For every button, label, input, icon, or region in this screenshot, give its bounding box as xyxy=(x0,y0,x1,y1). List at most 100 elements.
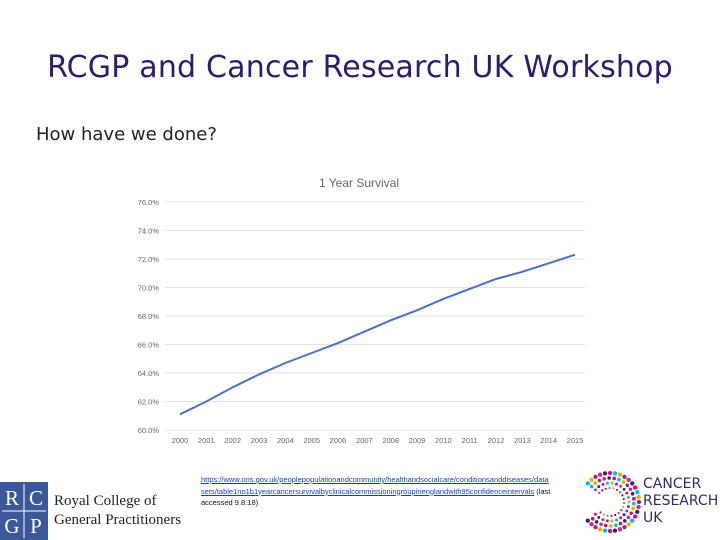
cruk-logo-dot xyxy=(630,518,635,523)
cruk-logo-dot xyxy=(610,514,613,517)
cruk-logo-dot xyxy=(612,476,616,481)
cruk-logo-dot xyxy=(626,515,631,520)
chart-title: 1 Year Survival xyxy=(319,176,399,190)
cruk-logo-dot xyxy=(599,522,603,527)
chart-gridlines xyxy=(165,201,585,431)
series-line-1-year-survival xyxy=(179,253,576,416)
cruk-line-2: RESEARCH xyxy=(643,493,718,509)
x-tick-label: 2001 xyxy=(198,436,215,445)
cruk-logo-dot xyxy=(610,481,614,485)
cruk-logo-dot xyxy=(617,511,620,515)
cruk-logo-dot xyxy=(607,476,611,480)
rcgp-name-line2: General Practitioners xyxy=(54,512,181,528)
cruk-line-1: CANCER xyxy=(643,476,701,492)
x-tick-label: 2011 xyxy=(462,436,478,445)
cruk-logo-dot xyxy=(630,492,635,496)
y-tick-label: 72.0% xyxy=(138,255,160,264)
cruk-logo-dot xyxy=(597,515,601,519)
x-tick-label: 2000 xyxy=(172,436,189,445)
reference-accessed-date: (last accessed 9.8.18) xyxy=(201,486,551,508)
cruk-logo-dot xyxy=(618,521,623,526)
cruk-logo-dot xyxy=(610,519,614,523)
cruk-logo-dot xyxy=(617,477,621,482)
y-tick-label: 64.0% xyxy=(138,369,160,378)
cruk-logo-dot xyxy=(615,518,618,522)
cruk-logo-dot xyxy=(620,509,623,512)
cruk-logo-dot xyxy=(632,501,636,506)
cruk-logo-dot xyxy=(623,519,627,523)
x-tick-label: 2005 xyxy=(303,436,320,445)
reference-link[interactable]: https://www.ons.gov.uk/peoplepopulationa… xyxy=(201,475,549,496)
y-tick-label: 62.0% xyxy=(138,398,160,407)
cruk-logo-dot xyxy=(625,509,629,513)
cruk-logo-dot xyxy=(615,488,619,491)
cruk-logo-dot xyxy=(614,513,617,517)
y-tick-label: 66.0% xyxy=(138,341,160,350)
cruk-logo-dot xyxy=(602,528,608,533)
cruk-logo-dot xyxy=(597,485,601,489)
x-tick-label: 2014 xyxy=(540,436,557,445)
cruk-logo-dot xyxy=(621,480,626,484)
cruk-logo-dot xyxy=(599,511,602,514)
cruk-logo-dot xyxy=(619,491,622,494)
cruk-dotted-c-icon xyxy=(585,470,642,534)
cruk-logo-dot xyxy=(622,487,626,491)
cruk-logo-dot xyxy=(622,501,626,505)
cruk-logo-dot xyxy=(626,477,631,482)
cruk-logo-dot xyxy=(631,506,635,511)
cruk-logo-dot xyxy=(636,499,642,505)
cruk-logo-dot xyxy=(622,524,627,530)
rcgp-name-line1: Royal College of xyxy=(54,493,156,509)
x-tick-label: 2009 xyxy=(409,436,426,445)
cruk-logo-dot xyxy=(636,494,641,500)
cruk-logo-dot xyxy=(622,498,625,501)
cruk-logo-dot xyxy=(605,481,609,485)
cruk-logo-dot xyxy=(604,523,608,528)
x-tick-label: 2010 xyxy=(435,436,452,445)
cruk-logo-dot xyxy=(589,522,594,527)
cruk-logo-dot xyxy=(622,513,626,517)
slide-subtitle: How have we done? xyxy=(36,124,217,145)
cancer-research-uk-logo: CANCER RESEARCH UK xyxy=(585,470,718,534)
y-tick-label: 74.0% xyxy=(138,227,160,236)
x-tick-label: 2013 xyxy=(514,436,531,445)
cruk-logo-dot xyxy=(585,481,590,486)
x-axis-ticks: 2000 2001 2002 2003 2004 2005 2006 2007 2008 2009… xyxy=(172,436,584,445)
x-tick-label: 2003 xyxy=(251,436,268,445)
rcgp-logo: R C G P Royal College of General Practit… xyxy=(0,478,190,540)
cruk-logo-dot xyxy=(605,519,609,523)
cruk-logo-dot xyxy=(622,505,625,508)
x-tick-label: 2004 xyxy=(277,436,294,445)
cruk-logo-dot xyxy=(601,518,605,522)
x-tick-label: 2002 xyxy=(224,436,241,445)
cruk-logo-dot xyxy=(590,516,595,521)
y-tick-label: 70.0% xyxy=(138,284,160,293)
rcgp-letter-g: G xyxy=(4,514,19,538)
cruk-logo-dot xyxy=(632,485,638,490)
cruk-logo-dot xyxy=(593,512,597,516)
cruk-logo-dot xyxy=(621,494,624,497)
cruk-logo-dot xyxy=(627,500,631,504)
cruk-logo-dot xyxy=(628,487,633,492)
cruk-logo-dot xyxy=(607,528,613,534)
x-tick-label: 2008 xyxy=(382,436,399,445)
cruk-logo-dot xyxy=(602,471,608,476)
cruk-logo-dot xyxy=(589,477,594,482)
rcgp-letter-r: R xyxy=(5,486,19,510)
cruk-logo-dot xyxy=(617,472,623,477)
x-tick-label: 2007 xyxy=(356,436,373,445)
y-tick-label: 68.0% xyxy=(138,312,160,321)
cruk-logo-dot xyxy=(597,472,603,477)
cruk-logo-dot xyxy=(593,481,597,485)
cruk-logo-dot xyxy=(606,514,609,517)
rcgp-letter-c: C xyxy=(29,486,43,510)
cruk-logo-dot xyxy=(589,484,594,489)
cruk-logo-dot xyxy=(608,486,611,490)
cruk-logo-dot xyxy=(594,520,599,524)
rcgp-letter-p: P xyxy=(30,514,42,538)
cruk-logo-dot xyxy=(617,527,623,532)
cruk-logo-dot xyxy=(593,524,598,530)
cruk-logo-dot xyxy=(622,474,627,480)
cruk-line-3: UK xyxy=(643,510,663,526)
cruk-logo-dot xyxy=(636,504,641,510)
